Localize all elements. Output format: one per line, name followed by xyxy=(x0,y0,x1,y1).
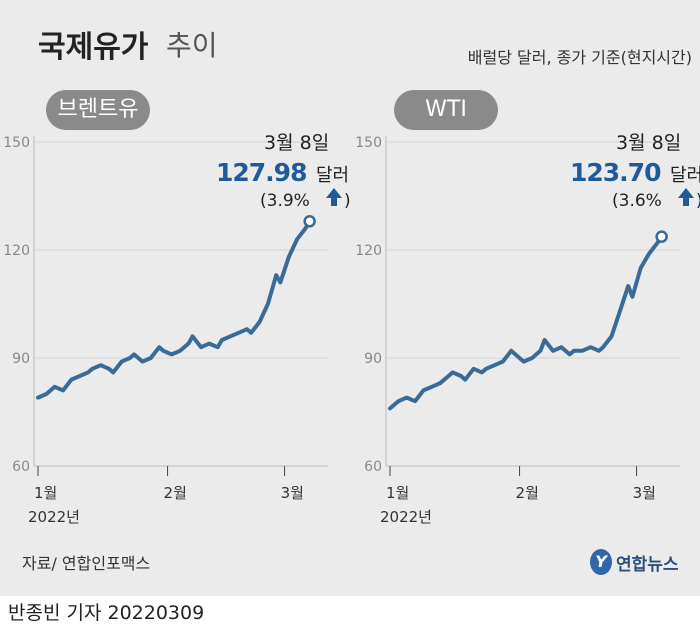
x-tick-label: 3월 xyxy=(281,484,304,502)
oil-price-charts: 60 90 120 150 1월 2월 3월 2022년 3월 8일 127.98 달러 (3.9%)… xyxy=(3,132,700,526)
chart-title-sub: 추이 xyxy=(166,29,218,62)
annotation-unit: 달러 xyxy=(670,165,700,186)
y-tick-label: 60 xyxy=(364,459,382,475)
yonhap-logo-icon: Y xyxy=(590,549,612,575)
chart-title: 국제유가 xyxy=(38,30,149,65)
yonhap-logo: Y 연합뉴스 xyxy=(590,548,679,576)
annotation-close-paren: ) xyxy=(696,191,700,211)
y-tick-label: 120 xyxy=(355,243,382,259)
annotation-close-paren: ) xyxy=(344,191,351,211)
annotation-change: (3.6% xyxy=(612,191,662,211)
y-tick-label: 60 xyxy=(12,459,30,475)
x-tick-label: 3월 xyxy=(633,484,656,502)
series-line xyxy=(36,219,312,400)
series-label-brent: 브렌트유 xyxy=(46,90,150,130)
annotation-value: 127.98 xyxy=(216,158,306,187)
infographic-card: 국제유가 추이 배럴당 달러, 종가 기준(현지시간) 브렌트유 WTI 60 9… xyxy=(0,0,700,596)
annotation-change: (3.9% xyxy=(260,191,310,211)
up-arrow-icon xyxy=(326,188,342,206)
last-point-marker xyxy=(655,230,668,243)
series-line xyxy=(388,234,664,411)
y-tick-label: 120 xyxy=(3,243,30,259)
up-arrow-icon xyxy=(678,188,694,206)
y-tick-label: 150 xyxy=(3,135,30,151)
unit-note: 배럴당 달러, 종가 기준(현지시간) xyxy=(467,48,692,67)
annotation-unit: 달러 xyxy=(316,165,349,186)
last-point-marker xyxy=(303,215,316,228)
yonhap-logo-text: 연합뉴스 xyxy=(616,554,679,575)
x-tick-label: 2월 xyxy=(164,484,187,502)
x-tick-label: 1월 xyxy=(386,484,409,502)
year-label: 2022년 xyxy=(380,508,432,526)
annotation-value: 123.70 xyxy=(570,158,661,187)
annotation-date: 3월 8일 xyxy=(616,132,681,154)
y-tick-label: 90 xyxy=(12,351,30,367)
series-label-wti: WTI xyxy=(394,90,498,130)
x-tick-label: 1월 xyxy=(34,484,57,502)
y-tick-label: 90 xyxy=(364,351,382,367)
source-note: 자료/ 연합인포맥스 xyxy=(22,554,151,573)
annotation-date: 3월 8일 xyxy=(264,132,329,154)
byline: 반종빈 기자 20220309 xyxy=(8,602,205,624)
y-tick-label: 150 xyxy=(355,135,382,151)
x-tick-label: 2월 xyxy=(516,484,539,502)
year-label: 2022년 xyxy=(28,508,80,526)
